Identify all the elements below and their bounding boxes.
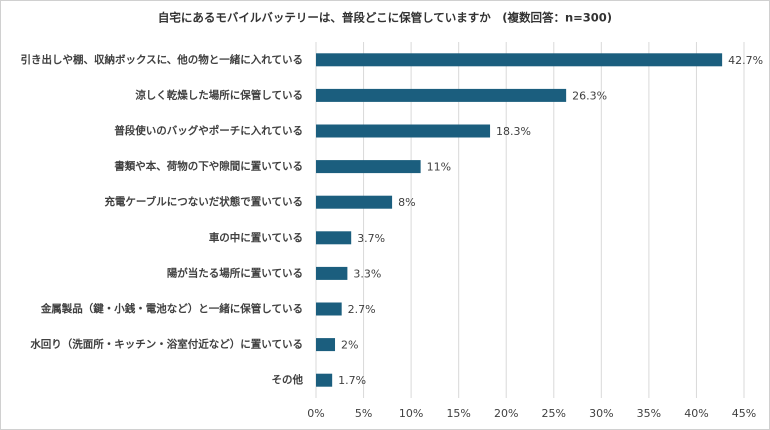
category-label: 普段使いのバッグやポーチに入れている [114, 124, 303, 137]
value-label: 3.7% [357, 232, 385, 245]
x-tick-label: 20% [494, 407, 518, 420]
x-tick-label: 15% [446, 407, 470, 420]
x-tick-label: 5% [355, 407, 372, 420]
category-label: 書類や本、荷物の下や隙間に置いている [114, 160, 303, 173]
value-label: 1.7% [338, 374, 366, 387]
x-tick-label: 0% [307, 407, 324, 420]
category-label: 涼しく乾燥した場所に保管している [135, 88, 303, 101]
bar [316, 88, 567, 102]
category-label: 金属製品（鍵・小銭・電池など）と一緒に保管している [40, 302, 303, 315]
category-label: 水回り（洗面所・キッチン・浴室付近など）に置いている [29, 338, 303, 351]
chart-title: 自宅にあるモバイルバッテリーは、普段どこに保管していますか (複数回答：n=30… [158, 11, 612, 25]
value-label: 26.3% [572, 89, 607, 102]
bar [316, 338, 336, 352]
value-label: 18.3% [496, 125, 531, 138]
category-label: 充電ケーブルにつないだ状態で置いている [104, 195, 303, 208]
bar [316, 195, 393, 209]
x-tick-label: 25% [542, 407, 566, 420]
category-label: 車の中に置いている [209, 231, 303, 244]
bar [316, 53, 723, 67]
bar [316, 231, 352, 245]
value-label: 42.7% [728, 54, 763, 67]
value-label: 8% [398, 196, 415, 209]
value-label: 2% [341, 339, 358, 352]
value-label: 3.3% [353, 267, 381, 280]
category-label: 陽が当たる場所に置いている [167, 266, 303, 279]
x-tick-label: 45% [732, 407, 756, 420]
category-label: 引き出しや棚、収納ボックスに、他の物と一緒に入れている [21, 53, 303, 66]
bar [316, 373, 333, 387]
category-label: その他 [272, 373, 304, 386]
x-tick-label: 10% [399, 407, 423, 420]
bar [316, 302, 342, 316]
bar [316, 124, 491, 138]
value-label: 2.7% [348, 303, 376, 316]
x-tick-label: 35% [637, 407, 661, 420]
value-label: 11% [427, 161, 451, 174]
bar [316, 266, 348, 280]
x-tick-label: 30% [589, 407, 613, 420]
x-tick-label: 40% [684, 407, 708, 420]
bar [316, 160, 421, 174]
